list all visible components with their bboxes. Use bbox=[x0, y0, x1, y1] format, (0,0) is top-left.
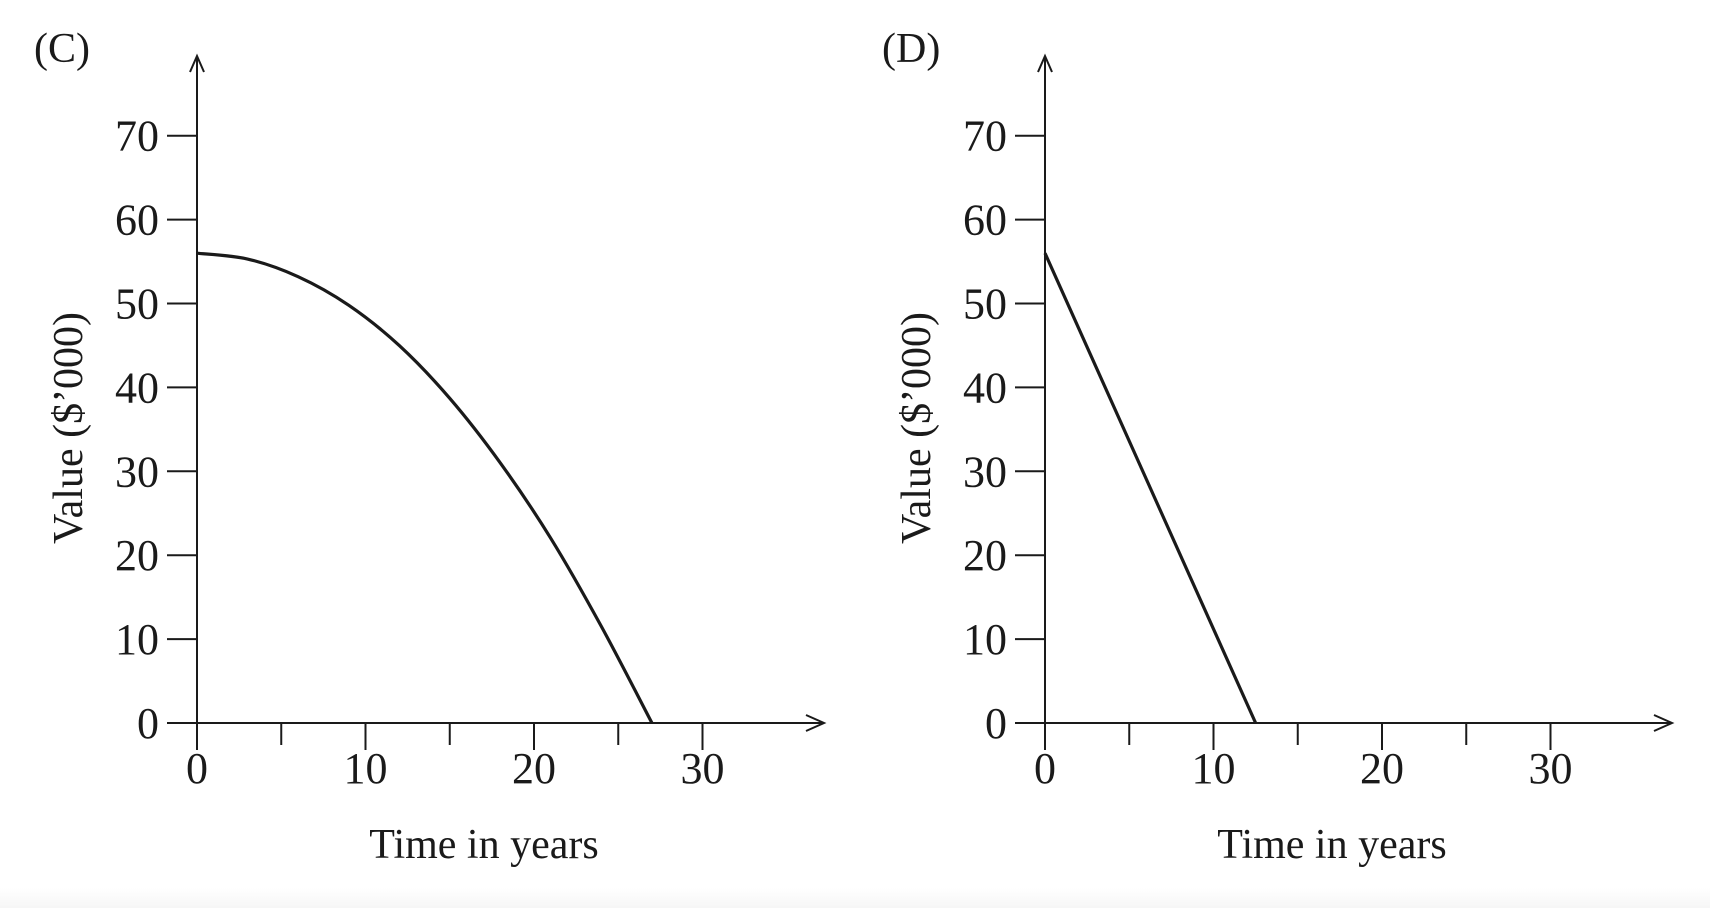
y-axis-label: Value ($’000) bbox=[46, 312, 92, 544]
y-tick-label: 60 bbox=[115, 196, 159, 245]
x-tick-label: 30 bbox=[681, 744, 725, 793]
y-axis-arrow bbox=[1037, 53, 1053, 73]
footer-band bbox=[0, 888, 1710, 908]
y-tick-label: 0 bbox=[985, 699, 1007, 748]
x-axis-arrow bbox=[805, 714, 827, 732]
panel-label: (D) bbox=[882, 26, 940, 72]
x-axis-label: Time in years bbox=[369, 822, 598, 868]
chart-panel-d: (D) 0 10 20 30 40 50 60 70 0 10 20 30 Time in years Va… bbox=[882, 26, 1675, 868]
y-tick-label: 70 bbox=[115, 112, 159, 161]
x-axis-arrow bbox=[1653, 714, 1675, 732]
x-tick-label: 0 bbox=[186, 744, 208, 793]
y-tick-label: 20 bbox=[115, 531, 159, 580]
y-tick-label: 50 bbox=[963, 280, 1007, 329]
y-tick-label: 60 bbox=[963, 196, 1007, 245]
y-tick-label: 30 bbox=[115, 447, 159, 496]
y-tick-label: 40 bbox=[963, 363, 1007, 412]
y-axis-arrow bbox=[189, 53, 205, 73]
series-line-value bbox=[196, 251, 654, 724]
x-tick-label: 20 bbox=[1360, 744, 1404, 793]
y-tick-label: 30 bbox=[963, 447, 1007, 496]
y-tick-label: 40 bbox=[115, 363, 159, 412]
y-tick-label: 10 bbox=[115, 615, 159, 664]
y-tick-label: 0 bbox=[137, 699, 159, 748]
x-tick-label: 10 bbox=[1192, 744, 1236, 793]
y-axis-label: Value ($’000) bbox=[894, 312, 940, 544]
x-axis-label: Time in years bbox=[1217, 822, 1446, 868]
chart-panel-c: (C) 0 10 20 30 40 50 60 70 0 10 20 30 Time in years Va… bbox=[34, 26, 827, 868]
x-tick-label: 10 bbox=[344, 744, 388, 793]
x-tick-label: 0 bbox=[1034, 744, 1056, 793]
series-line-value bbox=[1043, 252, 1258, 724]
y-tick-label: 10 bbox=[963, 615, 1007, 664]
y-tick-label: 50 bbox=[115, 280, 159, 329]
y-tick-label: 70 bbox=[963, 112, 1007, 161]
x-tick-label: 20 bbox=[512, 744, 556, 793]
panel-label: (C) bbox=[34, 26, 90, 72]
y-tick-label: 20 bbox=[963, 531, 1007, 580]
x-tick-label: 30 bbox=[1529, 744, 1573, 793]
